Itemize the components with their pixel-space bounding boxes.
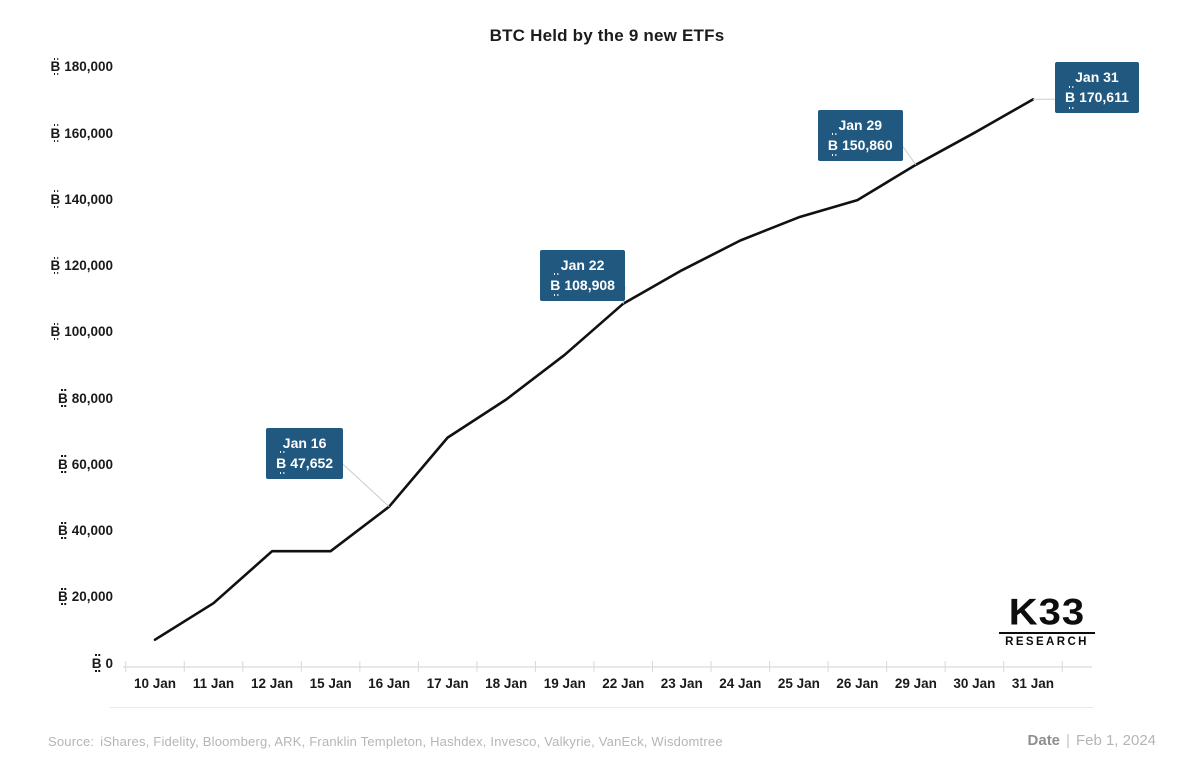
x-axis-tick-label: 12 Jan <box>251 676 294 691</box>
date-stamp: Date | Feb 1, 2024 <box>1028 732 1156 749</box>
k33-logo: K33 RESEARCH <box>999 592 1095 648</box>
annotation-value: B 108,908 <box>550 273 615 296</box>
annotation-callout: Jan 16 B 47,652 <box>266 427 344 479</box>
btc-icon: B <box>50 322 61 341</box>
x-axis-tick-label: 25 Jan <box>777 676 820 691</box>
y-axis-tick-label: B 120,000 <box>50 256 113 275</box>
btc-icon: B <box>50 57 61 76</box>
x-axis-tick-label: 22 Jan <box>602 676 645 691</box>
btc-icon: B <box>827 133 838 157</box>
data-line-series <box>153 98 1035 642</box>
annotation-callout: Jan 22 B 108,908 <box>540 249 625 301</box>
y-axis-tick-label: B 100,000 <box>50 322 113 341</box>
x-axis-tick-label: 24 Jan <box>719 676 762 691</box>
btc-icon: B <box>91 654 102 672</box>
x-axis-tick-label: 18 Jan <box>485 676 528 691</box>
btc-icon: B <box>57 455 68 473</box>
annotation-value: B 170,611 <box>1064 85 1129 109</box>
y-axis-tick-label: B 40,000 <box>57 521 113 540</box>
x-axis-tick-label: 31 Jan <box>1011 676 1054 691</box>
x-axis-tick-label: 17 Jan <box>426 676 469 691</box>
annotation-value: B 47,652 <box>276 451 334 474</box>
annotation-date: Jan 16 <box>282 434 327 451</box>
x-axis-tick-label: 19 Jan <box>543 676 586 691</box>
annotation-date: Jan 29 <box>838 116 883 133</box>
x-axis-tick-label: 15 Jan <box>309 676 352 691</box>
annotation-leader-line <box>902 146 917 166</box>
annotation-leader-line <box>342 464 390 508</box>
footer-divider <box>110 707 1093 708</box>
annotation-callout: Jan 29 B 150,860 <box>817 109 903 161</box>
btc-icon: B <box>50 124 61 142</box>
x-axis-tick-label: 26 Jan <box>836 676 879 691</box>
annotation-value: B 150,860 <box>827 133 893 157</box>
k33-logo-text: K33 <box>1008 592 1086 633</box>
k33-logo-subtext: RESEARCH <box>999 632 1095 648</box>
x-axis-tick-label: 16 Jan <box>368 676 411 691</box>
btc-icon: B <box>57 587 68 606</box>
btc-icon: B <box>1064 85 1076 109</box>
date-label: Date <box>1027 732 1061 749</box>
date-separator: | <box>1066 732 1070 749</box>
annotation-date: Jan 22 <box>560 256 605 273</box>
source-list: iShares, Fidelity, Bloomberg, ARK, Frank… <box>100 734 723 749</box>
btc-icon: B <box>50 190 61 208</box>
x-axis-tick-label: 30 Jan <box>953 676 996 691</box>
btc-icon: B <box>57 389 68 407</box>
btc-icon: B <box>57 521 68 540</box>
source-label: Source: <box>48 734 95 749</box>
chart-title: BTC Held by the 9 new ETFs <box>489 26 725 45</box>
y-axis-tick-label: B 60,000 <box>57 455 113 473</box>
y-axis-tick-label: B 160,000 <box>50 124 113 142</box>
x-axis-tick-label: 23 Jan <box>660 676 703 691</box>
source-text: Source: iShares, Fidelity, Bloomberg, ARK… <box>48 734 723 749</box>
annotation-date: Jan 31 <box>1075 69 1119 86</box>
btc-icon: B <box>276 451 287 474</box>
btc-icon: B <box>50 256 61 275</box>
btc-icon: B <box>550 273 561 296</box>
x-axis-tick-label: 29 Jan <box>894 676 937 691</box>
x-axis-tick-label: 11 Jan <box>192 676 235 691</box>
y-axis-tick-label: B 80,000 <box>57 389 113 407</box>
y-axis-tick-label: B 140,000 <box>50 190 113 208</box>
date-value: Feb 1, 2024 <box>1075 732 1156 749</box>
annotation-callout: Jan 31 B 170,611 <box>1054 62 1139 114</box>
y-axis-tick-label: B 180,000 <box>50 57 113 76</box>
x-axis-tick-label: 10 Jan <box>133 676 177 691</box>
y-axis-tick-label: B 20,000 <box>57 587 113 606</box>
